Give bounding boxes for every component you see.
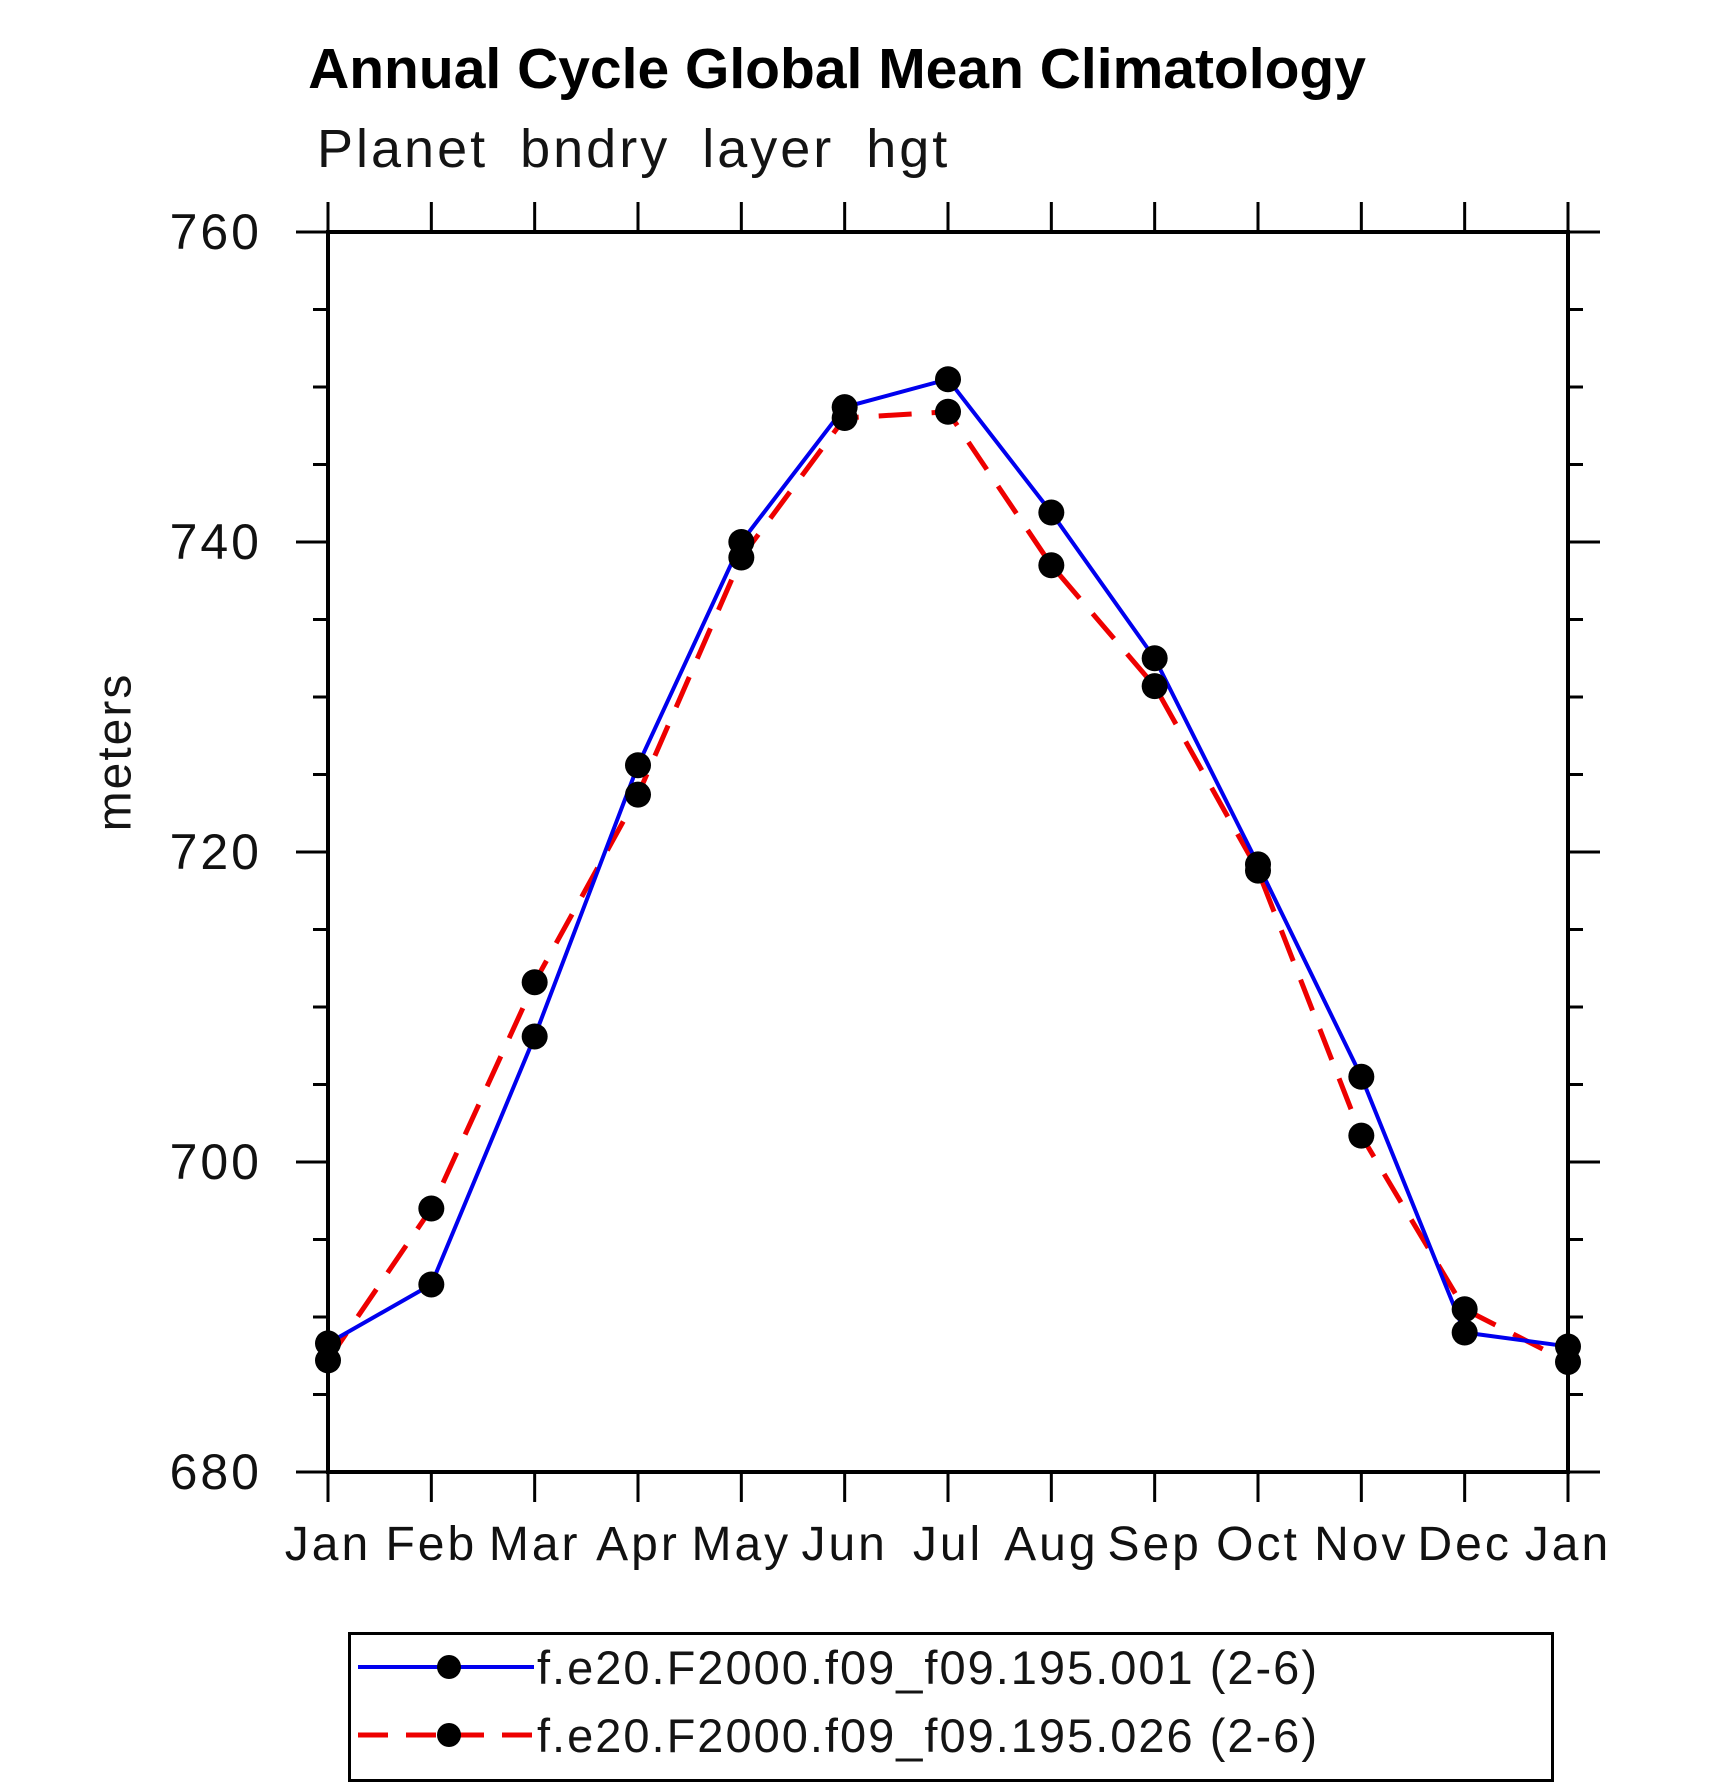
legend-sample-marker (437, 1723, 461, 1747)
data-point-marker (1141, 673, 1168, 700)
legend-sample-marker (437, 1655, 461, 1679)
data-point-marker (1038, 499, 1065, 526)
data-point-marker (1555, 1348, 1581, 1375)
legend-row-series1: f.e20.F2000.f09_f09.195.001 (2-6) (355, 1635, 1319, 1699)
chart-title: Annual Cycle Global Mean Climatology (308, 37, 1366, 101)
data-point-marker (418, 1195, 445, 1222)
legend-box: f.e20.F2000.f09_f09.195.001 (2-6) f.e20.… (348, 1632, 1554, 1782)
x-tick-label: Mar (489, 1518, 581, 1571)
legend-label-series1: f.e20.F2000.f09_f09.195.001 (2-6) (537, 1640, 1319, 1694)
x-tick-label: May (691, 1518, 791, 1571)
legend-line-sample-blue-solid (358, 1655, 534, 1679)
series-line-solid (327, 376, 1569, 1349)
y-tick-label: 700 (170, 1134, 262, 1190)
x-tick-label: Dec (1417, 1518, 1511, 1571)
series-line-dashed (325, 409, 1570, 1365)
y-tick-label: 720 (170, 824, 262, 880)
chart-subtitle: Planet bndry layer hgt (317, 119, 951, 179)
data-point-marker (935, 398, 961, 425)
data-point-marker (625, 781, 651, 808)
data-point-marker (1348, 1122, 1375, 1149)
data-point-marker (521, 969, 548, 996)
y-tick-label: 680 (170, 1444, 262, 1500)
data-point-marker (1451, 1296, 1478, 1323)
x-tick-label: Jan (1525, 1518, 1611, 1571)
data-point-marker (625, 752, 651, 779)
data-point-marker (1451, 1319, 1478, 1346)
x-tick-label: Nov (1314, 1518, 1408, 1571)
legend-line-sample-red-dashed (358, 1723, 534, 1747)
y-tick-label: 760 (170, 204, 262, 260)
x-tick-label: Jul (913, 1518, 983, 1571)
x-tick-label: Aug (1004, 1518, 1098, 1571)
y-tick-label: 740 (170, 514, 262, 570)
plot-area: Jan Feb Mar Apr May Jun Jul Aug Sep Oct Nov Dec Jan 6… (170, 202, 1611, 1571)
x-tick-label: Jun (801, 1518, 887, 1571)
data-point-marker (831, 405, 858, 431)
x-tick-label: Oct (1216, 1518, 1300, 1571)
data-point-marker (1141, 645, 1168, 672)
data-point-marker (1348, 1063, 1375, 1090)
data-point-marker (1038, 552, 1065, 579)
data-point-marker (1245, 857, 1271, 884)
data-point-marker (728, 544, 755, 571)
legend-row-series2: f.e20.F2000.f09_f09.195.026 (2-6) (355, 1703, 1319, 1767)
legend-label-series2: f.e20.F2000.f09_f09.195.026 (2-6) (537, 1708, 1319, 1762)
x-tick-label: Apr (596, 1518, 680, 1571)
data-point-marker (418, 1271, 445, 1298)
data-point-marker (935, 366, 961, 393)
data-point-marker (521, 1023, 548, 1050)
x-tick-label: Feb (385, 1518, 477, 1571)
data-point-marker (315, 1347, 341, 1374)
x-tick-label: Sep (1107, 1518, 1201, 1571)
x-tick-label: Jan (285, 1518, 371, 1571)
